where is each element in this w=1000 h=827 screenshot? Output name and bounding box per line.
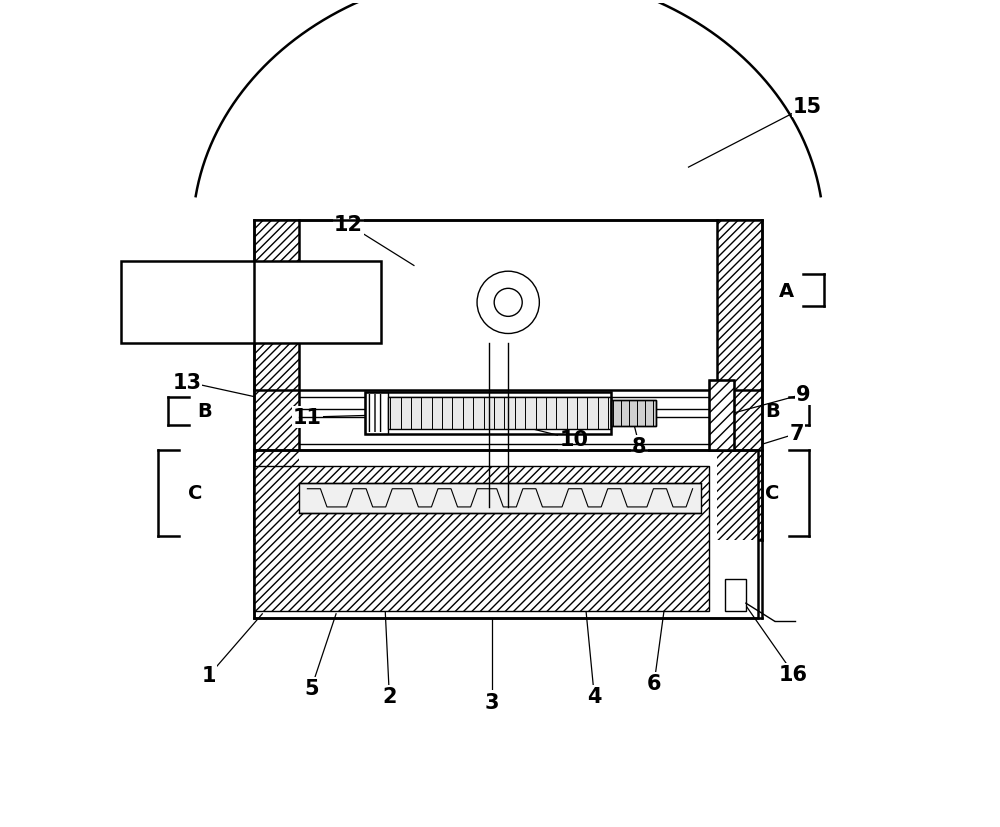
Bar [367,394,385,433]
Text: 1: 1 [202,666,216,686]
Bar [365,392,611,435]
Text: C: C [765,484,780,503]
Text: 9: 9 [796,385,811,404]
Text: 13: 13 [172,372,201,392]
Text: B: B [765,402,780,421]
Text: 12: 12 [334,215,363,235]
Bar [254,221,299,540]
Bar [611,400,656,427]
Text: 4: 4 [587,686,602,706]
Text: 5: 5 [304,678,319,698]
Text: 2: 2 [382,686,397,706]
Text: 7: 7 [789,424,804,444]
Bar [709,380,734,451]
Bar [611,400,656,427]
Text: A: A [181,281,196,300]
Text: C: C [188,484,202,503]
Bar [254,466,709,612]
Text: 8: 8 [632,437,647,457]
Text: B: B [198,402,212,421]
Bar [717,221,762,540]
Bar [709,380,734,451]
Text: 16: 16 [779,664,808,684]
Bar [299,483,701,514]
Circle shape [477,272,539,334]
Bar [388,397,611,430]
Text: 10: 10 [559,430,588,450]
Text: 15: 15 [793,97,822,117]
Bar [725,579,746,612]
Bar [254,221,299,540]
Text: 11: 11 [293,408,322,428]
Bar [254,451,758,618]
Text: 6: 6 [647,674,661,694]
Bar [121,262,381,344]
Text: A: A [779,281,794,300]
Text: 3: 3 [485,691,499,712]
Circle shape [494,289,522,317]
Bar [365,392,388,435]
Bar [717,221,762,540]
